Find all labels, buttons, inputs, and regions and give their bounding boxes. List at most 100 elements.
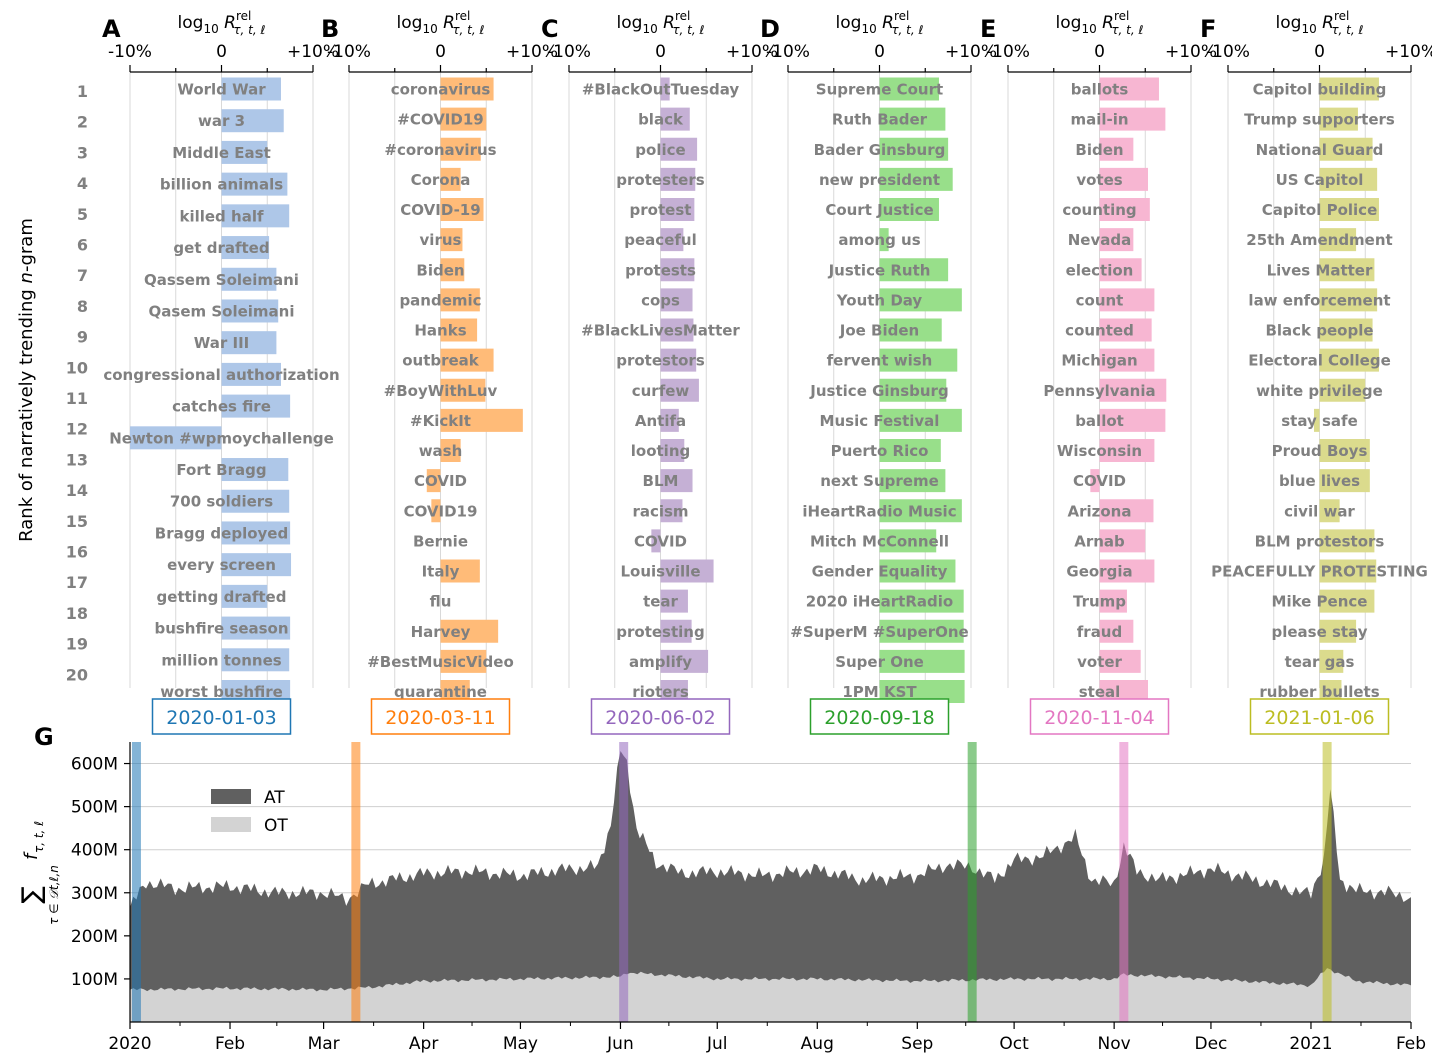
- rank-label-10: 10: [66, 358, 88, 377]
- ngram-label-16: BLM protestors: [1255, 532, 1385, 550]
- x-tick-label: Oct: [999, 1034, 1029, 1053]
- ngram-label-12: Music Festival: [820, 412, 940, 430]
- ngram-label-19: please stay: [1271, 623, 1367, 641]
- ngram-label-18: bushfire season: [154, 620, 288, 638]
- ngram-label-10: Electoral College: [1248, 352, 1391, 370]
- ngram-label-19: protesting: [616, 623, 704, 641]
- ngram-label-16: Mitch McConnell: [810, 532, 949, 550]
- panel-b: coronavirus#COVID19#coronavirusCoronaCOV…: [321, 9, 558, 734]
- ngram-label-5: killed half: [179, 207, 263, 225]
- rank-label-13: 13: [66, 450, 88, 469]
- rank-label-8: 8: [77, 297, 88, 316]
- ngram-label-4: billion animals: [160, 176, 283, 194]
- rank-label-18: 18: [66, 604, 88, 623]
- ngram-label-15: COVID19: [404, 502, 478, 520]
- x-tick-label: 0: [1094, 42, 1105, 62]
- ngram-label-2: mail-in: [1070, 111, 1128, 129]
- ngram-label-14: BLM: [643, 472, 679, 490]
- ngram-label-18: flu: [430, 593, 452, 611]
- x-tick-label: Aug: [801, 1034, 834, 1053]
- ngram-label-8: Qasem Soleimani: [149, 302, 295, 320]
- x-axis-title: log10 Rrel τ, t, ℓ: [836, 9, 924, 37]
- ngram-label-15: Bragg deployed: [155, 524, 288, 542]
- rank-label-15: 15: [66, 512, 88, 531]
- ngram-label-10: congressional authorization: [103, 366, 339, 384]
- ngram-label-7: election: [1066, 261, 1134, 279]
- ngram-label-2: #COVID19: [397, 111, 483, 129]
- ngram-label-8: law enforcement: [1248, 291, 1390, 309]
- highlight-band: [968, 742, 977, 1022]
- ngram-label-17: Georgia: [1066, 563, 1132, 581]
- legend-label-at: AT: [264, 788, 285, 808]
- ngram-label-14: 700 soldiers: [170, 493, 273, 511]
- date-label: 2020-11-04: [1044, 707, 1154, 729]
- x-tick-label: May: [503, 1034, 538, 1053]
- ngram-label-17: Gender Equality: [812, 563, 948, 581]
- ngram-label-1: coronavirus: [391, 81, 491, 99]
- ngram-label-15: iHeartRadio Music: [802, 502, 956, 520]
- ngram-label-13: Fort Bragg: [176, 461, 266, 479]
- ngram-label-14: COVID: [414, 472, 467, 490]
- ngram-label-7: Justice Ruth: [828, 261, 931, 279]
- ngram-label-3: Middle East: [172, 144, 271, 162]
- x-tick-label: -10%: [108, 42, 152, 62]
- ngram-label-7: Lives Matter: [1267, 261, 1373, 279]
- ngram-label-11: catches fire: [172, 398, 271, 416]
- x-tick-label: -10%: [986, 42, 1030, 62]
- ngram-label-17: getting drafted: [157, 588, 287, 606]
- ngram-label-9: Hanks: [414, 322, 466, 340]
- x-axis-title: log10 Rrel τ, t, ℓ: [397, 9, 485, 37]
- date-label: 2020-01-03: [166, 707, 276, 729]
- x-tick-label: -10%: [327, 42, 371, 62]
- ngram-label-13: Wisconsin: [1057, 442, 1142, 460]
- rank-label-9: 9: [77, 328, 88, 347]
- ngram-label-18: Mike Pence: [1272, 593, 1368, 611]
- x-axis-title: log10 Rrel τ, t, ℓ: [1276, 9, 1364, 37]
- highlight-band: [132, 742, 141, 1022]
- ngram-label-12: Newton #wpmoychallenge: [109, 429, 334, 447]
- ngram-label-9: #BlackLivesMatter: [581, 322, 740, 340]
- ngram-label-10: fervent wish: [827, 352, 933, 370]
- ngram-label-13: Puerto Rico: [831, 442, 929, 460]
- ngram-label-9: Joe Biden: [839, 322, 919, 340]
- ngram-label-14: COVID: [1073, 472, 1126, 490]
- x-tick-label: 0: [435, 42, 446, 62]
- rank-axis: 1234567891011121314151617181920: [66, 82, 88, 684]
- x-tick-label: 2021: [1289, 1034, 1332, 1053]
- x-tick-label: 0: [216, 42, 227, 62]
- ngram-label-2: black: [638, 111, 684, 129]
- y-tick-label: 400M: [71, 841, 118, 861]
- rank-label-2: 2: [77, 113, 88, 132]
- x-tick-label: 2020: [108, 1034, 151, 1053]
- ngram-label-5: Capitol Police: [1262, 201, 1378, 219]
- ngram-label-6: peaceful: [624, 231, 696, 249]
- ngram-label-3: police: [635, 141, 685, 159]
- ngram-label-17: PEACEFULLY PROTESTING: [1211, 563, 1428, 581]
- ngram-label-7: Biden: [416, 261, 464, 279]
- ngram-label-11: Pennsylvania: [1043, 382, 1155, 400]
- panel-f: Capitol building Trump supporters National…: [1200, 9, 1432, 734]
- ngram-label-19: #SuperM #SuperOne: [790, 623, 968, 641]
- x-tick-label: Feb: [215, 1034, 245, 1053]
- rank-label-4: 4: [77, 174, 88, 193]
- x-tick-label: Jun: [606, 1034, 634, 1053]
- ngram-label-13: wash: [419, 442, 463, 460]
- x-tick-label: Apr: [409, 1034, 438, 1053]
- sum-symbol: ∑: [17, 886, 47, 904]
- panel-letter: A: [102, 15, 121, 43]
- y-tick-label: 200M: [71, 927, 118, 947]
- ngram-label-11: white privilege: [1256, 382, 1383, 400]
- ngram-label-4: US Capitol: [1276, 171, 1364, 189]
- ngram-label-17: Louisville: [621, 563, 701, 581]
- panel-d: Supreme Court Ruth Bader Bader Ginsburg new…: [760, 9, 997, 734]
- ngram-label-6: get drafted: [173, 239, 269, 257]
- ngram-label-3: #coronavirus: [384, 141, 496, 159]
- date-label: 2020-06-02: [605, 707, 715, 729]
- ngram-label-9: Black people: [1265, 322, 1373, 340]
- rank-axis-title: Rank of narratively trending n-gram: [16, 218, 37, 542]
- ngram-label-2: Ruth Bader: [832, 111, 928, 129]
- x-tick-label: 0: [874, 42, 885, 62]
- rank-label-12: 12: [66, 420, 88, 439]
- panel-e: ballotsmail-inBidenvotescountingNevadael…: [980, 9, 1217, 734]
- panel-g: 100M200M300M400M500M600M2020 Feb Mar Apr May…: [17, 723, 1426, 1053]
